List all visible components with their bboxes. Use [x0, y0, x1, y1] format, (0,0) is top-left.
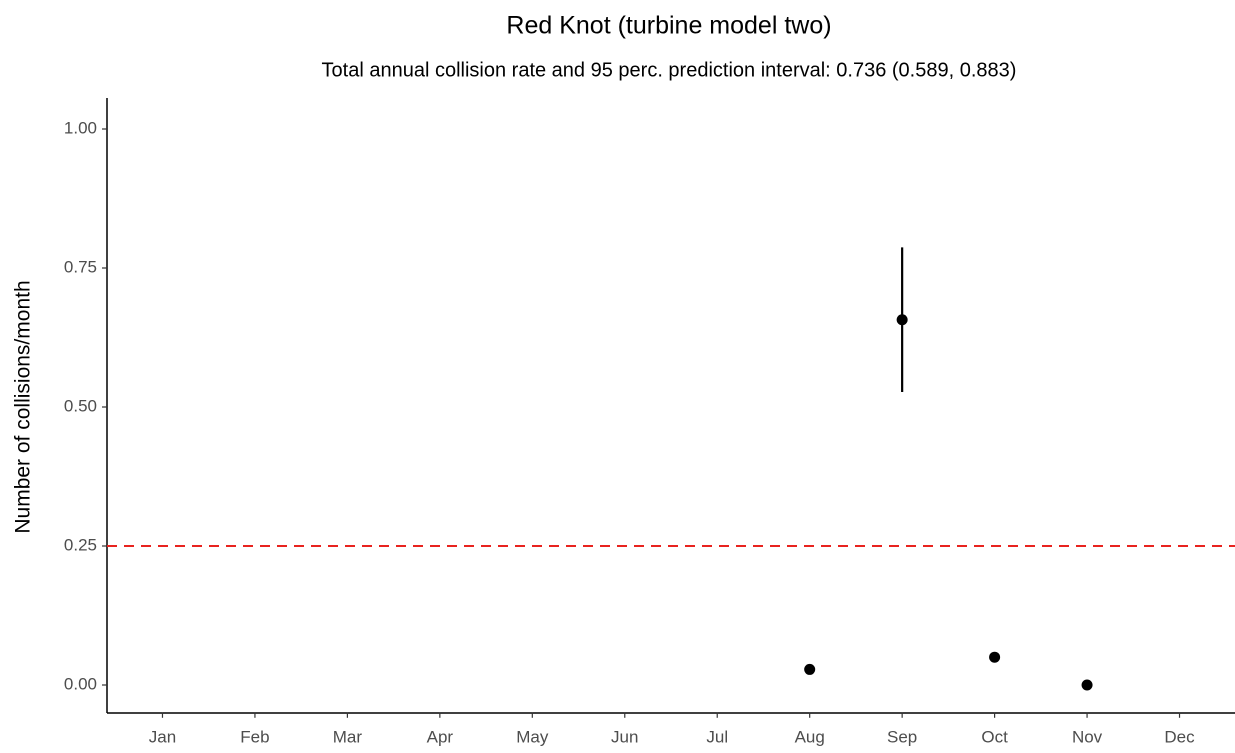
data-point — [896, 314, 908, 326]
x-tick-label: Aug — [795, 727, 825, 746]
data-point — [1081, 679, 1093, 691]
y-tick-label: 0.25 — [64, 535, 97, 554]
x-tick-label: Jan — [149, 727, 176, 746]
x-tick-label: Dec — [1164, 727, 1195, 746]
x-tick-label: Mar — [333, 727, 363, 746]
chart-title: Red Knot (turbine model two) — [506, 12, 831, 40]
data-point — [989, 651, 1001, 663]
x-tick-label: Sep — [887, 727, 917, 746]
y-tick-label: 0.00 — [64, 674, 97, 693]
x-tick-label: Feb — [240, 727, 269, 746]
x-tick-label: Oct — [981, 727, 1008, 746]
y-tick-label: 0.50 — [64, 396, 97, 415]
y-axis-label: Number of collisions/month — [12, 280, 35, 533]
y-tick-label: 0.75 — [64, 257, 97, 276]
x-tick-label: Apr — [427, 727, 454, 746]
x-tick-label: Jun — [611, 727, 638, 746]
x-tick-label: May — [516, 727, 549, 746]
chart-subtitle: Total annual collision rate and 95 perc.… — [322, 59, 1017, 81]
x-tick-label: Nov — [1072, 727, 1103, 746]
data-point — [804, 663, 816, 675]
y-tick-label: 1.00 — [64, 118, 97, 137]
x-tick-label: Jul — [706, 727, 728, 746]
